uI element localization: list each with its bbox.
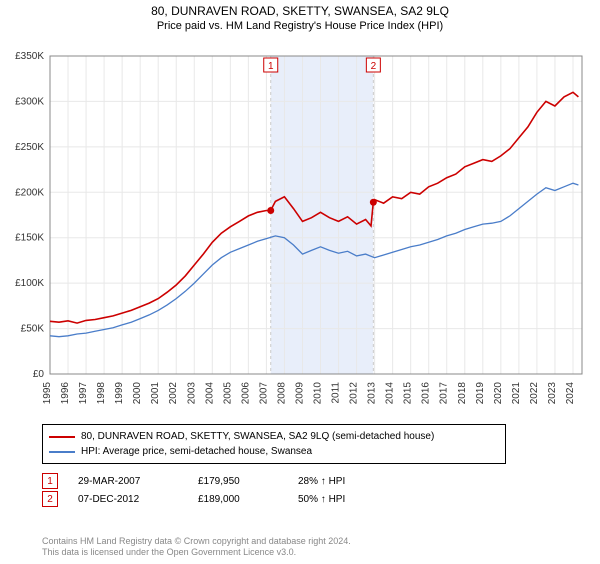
svg-text:2019: 2019 bbox=[475, 382, 486, 405]
line-chart: £0 £50K £100K £150K £200K £250K £300K £350K 1995… bbox=[8, 48, 592, 418]
svg-text:2016: 2016 bbox=[421, 382, 432, 405]
svg-text:£350K: £350K bbox=[15, 51, 44, 62]
svg-text:£300K: £300K bbox=[15, 96, 44, 107]
svg-text:£150K: £150K bbox=[15, 233, 44, 244]
svg-text:2012: 2012 bbox=[349, 382, 360, 405]
svg-text:2017: 2017 bbox=[439, 382, 450, 405]
svg-text:1: 1 bbox=[268, 61, 274, 72]
svg-text:2009: 2009 bbox=[294, 382, 305, 405]
legend: 80, DUNRAVEN ROAD, SKETTY, SWANSEA, SA2 … bbox=[42, 424, 506, 464]
svg-text:2011: 2011 bbox=[331, 382, 342, 404]
legend-label-1: 80, DUNRAVEN ROAD, SKETTY, SWANSEA, SA2 … bbox=[81, 429, 434, 444]
sale-date-1: 29-MAR-2007 bbox=[78, 476, 178, 487]
sale-date-2: 07-DEC-2012 bbox=[78, 494, 178, 505]
sales-table: 1 29-MAR-2007 £179,950 28% ↑ HPI 2 07-DE… bbox=[42, 472, 542, 508]
svg-text:2000: 2000 bbox=[132, 382, 143, 405]
sales-row-1: 1 29-MAR-2007 £179,950 28% ↑ HPI bbox=[42, 472, 542, 490]
sales-row-2: 2 07-DEC-2012 £189,000 50% ↑ HPI bbox=[42, 490, 542, 508]
svg-text:£250K: £250K bbox=[15, 142, 44, 153]
svg-text:2008: 2008 bbox=[276, 382, 287, 405]
svg-text:2007: 2007 bbox=[258, 382, 269, 405]
svg-text:2010: 2010 bbox=[313, 382, 324, 405]
chart-title: 80, DUNRAVEN ROAD, SKETTY, SWANSEA, SA2 … bbox=[0, 4, 600, 18]
svg-text:2020: 2020 bbox=[493, 382, 504, 405]
svg-text:2013: 2013 bbox=[367, 382, 378, 405]
legend-row-1: 80, DUNRAVEN ROAD, SKETTY, SWANSEA, SA2 … bbox=[49, 429, 499, 444]
legend-row-2: HPI: Average price, semi-detached house,… bbox=[49, 444, 499, 459]
legend-label-2: HPI: Average price, semi-detached house,… bbox=[81, 444, 312, 459]
chart-subtitle: Price paid vs. HM Land Registry's House … bbox=[0, 20, 600, 32]
svg-text:2022: 2022 bbox=[529, 382, 540, 405]
svg-text:1999: 1999 bbox=[114, 382, 125, 405]
svg-text:£50K: £50K bbox=[21, 324, 45, 335]
chart-area: £0 £50K £100K £150K £200K £250K £300K £350K 1995… bbox=[8, 48, 592, 418]
svg-text:1995: 1995 bbox=[42, 382, 53, 405]
svg-text:2005: 2005 bbox=[222, 382, 233, 405]
svg-text:£200K: £200K bbox=[15, 187, 44, 198]
sale-delta-1: 28% ↑ HPI bbox=[298, 476, 345, 487]
sale-price-1: £179,950 bbox=[198, 476, 278, 487]
sale-marker-1: 1 bbox=[42, 473, 58, 489]
svg-text:2002: 2002 bbox=[168, 382, 179, 405]
legend-swatch-1 bbox=[49, 436, 75, 438]
sale-delta-2: 50% ↑ HPI bbox=[298, 494, 345, 505]
svg-text:2018: 2018 bbox=[457, 382, 468, 405]
svg-text:£100K: £100K bbox=[15, 278, 44, 289]
attribution-line-2: This data is licensed under the Open Gov… bbox=[42, 547, 562, 558]
svg-text:2014: 2014 bbox=[385, 382, 396, 405]
svg-text:2: 2 bbox=[371, 61, 377, 72]
svg-text:2021: 2021 bbox=[511, 382, 522, 405]
legend-swatch-2 bbox=[49, 451, 75, 453]
svg-text:1998: 1998 bbox=[96, 382, 107, 405]
attribution: Contains HM Land Registry data © Crown c… bbox=[42, 536, 562, 559]
svg-text:1996: 1996 bbox=[60, 382, 71, 405]
svg-text:2015: 2015 bbox=[403, 382, 414, 405]
svg-text:£0: £0 bbox=[33, 369, 45, 380]
svg-text:2023: 2023 bbox=[547, 382, 558, 405]
svg-text:1997: 1997 bbox=[78, 382, 89, 405]
svg-text:2003: 2003 bbox=[186, 382, 197, 405]
sale-price-2: £189,000 bbox=[198, 494, 278, 505]
svg-text:2004: 2004 bbox=[204, 382, 215, 405]
sale-marker-2: 2 bbox=[42, 491, 58, 507]
svg-text:2006: 2006 bbox=[240, 382, 251, 405]
svg-text:2001: 2001 bbox=[150, 382, 161, 405]
attribution-line-1: Contains HM Land Registry data © Crown c… bbox=[42, 536, 562, 547]
svg-text:2024: 2024 bbox=[565, 382, 576, 405]
